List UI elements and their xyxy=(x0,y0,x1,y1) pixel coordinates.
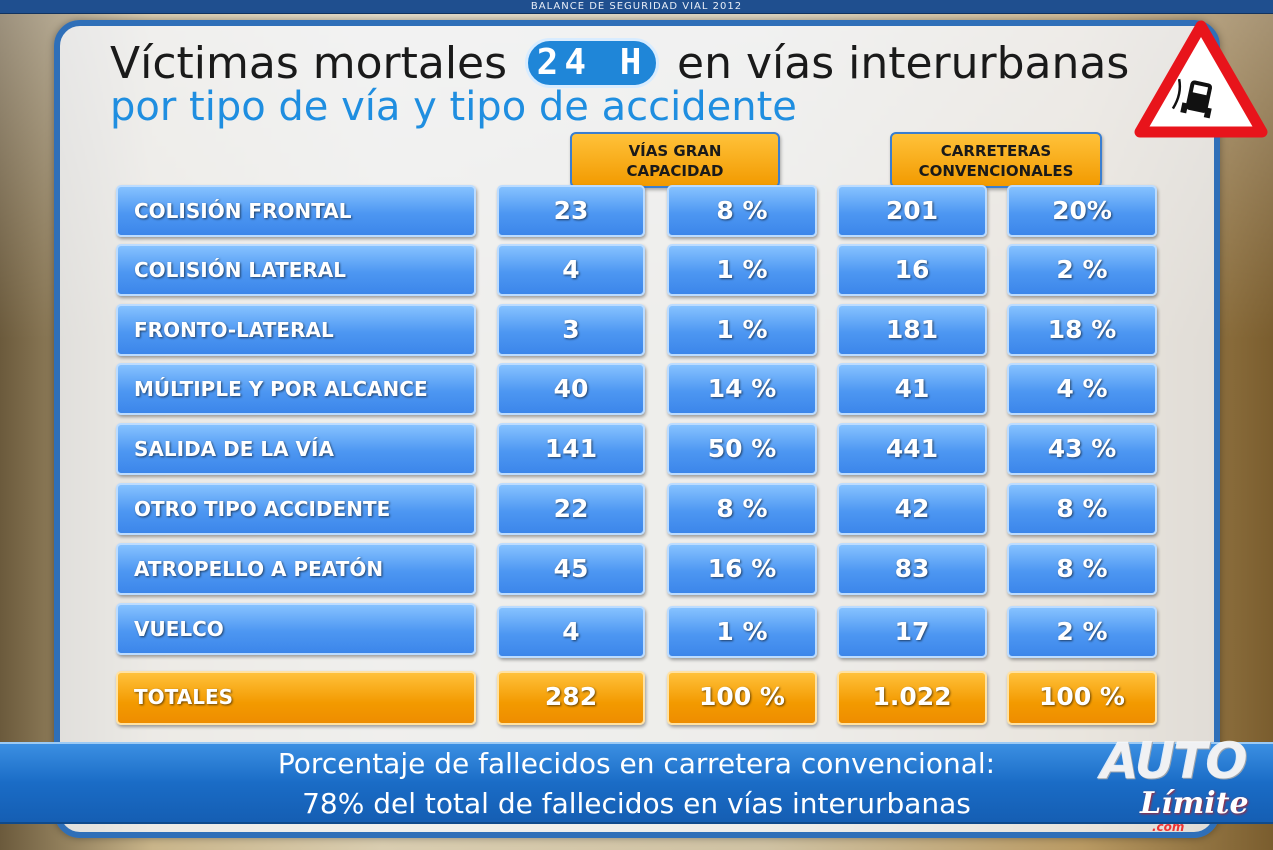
value-convencionales: 181 xyxy=(837,304,987,356)
value-gran-capacidad: 22 xyxy=(497,483,645,535)
slide-title: Víctimas mortales 24 H en vías interurba… xyxy=(110,36,1129,90)
row-label: COLISIÓN LATERAL xyxy=(116,244,476,296)
value-convencionales: 42 xyxy=(837,483,987,535)
total-gran-capacidad: 282 xyxy=(497,671,645,725)
percent-convencionales: 43 % xyxy=(1007,423,1157,475)
header-line2: CONVENCIONALES xyxy=(918,162,1074,180)
percent-convencionales: 8 % xyxy=(1007,483,1157,535)
totals-label: TOTALES xyxy=(116,671,476,725)
row-label: SALIDA DE LA VÍA xyxy=(116,423,476,475)
header-line1: CARRETERAS xyxy=(940,142,1052,160)
percent-convencionales: 20% xyxy=(1007,185,1157,237)
percent-convencionales: 18 % xyxy=(1007,304,1157,356)
header-carreteras-convencionales: CARRETERAS CONVENCIONALES xyxy=(890,132,1102,188)
header-line1: VÍAS GRAN xyxy=(628,142,722,160)
value-convencionales: 441 xyxy=(837,423,987,475)
logo-word1: AUTO xyxy=(1100,732,1248,790)
value-gran-capacidad: 3 xyxy=(497,304,645,356)
title-text-before: Víctimas mortales xyxy=(110,37,508,89)
footer-line1: Porcentaje de fallecidos en carretera co… xyxy=(277,747,996,780)
value-convencionales: 41 xyxy=(837,363,987,415)
footer-line2: 78% del total de fallecidos en vías inte… xyxy=(302,787,971,820)
value-gran-capacidad: 23 xyxy=(497,185,645,237)
percent-gran-capacidad: 50 % xyxy=(667,423,817,475)
row-label: MÚLTIPLE Y POR ALCANCE xyxy=(116,363,476,415)
row-label: COLISIÓN FRONTAL xyxy=(116,185,476,237)
logo-word2: Límite xyxy=(1140,786,1249,821)
header-line2: CAPACIDAD xyxy=(626,162,724,180)
value-gran-capacidad: 4 xyxy=(497,606,645,658)
autolimite-logo: AUTO Límite .com xyxy=(1100,728,1260,838)
presentation-header-bar: BALANCE DE SEGURIDAD VIAL 2012 xyxy=(0,0,1273,14)
value-gran-capacidad: 4 xyxy=(497,244,645,296)
total-percent-gran-capacidad: 100 % xyxy=(667,671,817,725)
percent-convencionales: 4 % xyxy=(1007,363,1157,415)
value-gran-capacidad: 141 xyxy=(497,423,645,475)
percent-gran-capacidad: 14 % xyxy=(667,363,817,415)
percent-gran-capacidad: 1 % xyxy=(667,606,817,658)
row-label: VUELCO xyxy=(116,603,476,655)
header-text: BALANCE DE SEGURIDAD VIAL 2012 xyxy=(530,1,743,12)
value-convencionales: 83 xyxy=(837,543,987,595)
percent-convencionales: 8 % xyxy=(1007,543,1157,595)
value-convencionales: 201 xyxy=(837,185,987,237)
value-gran-capacidad: 40 xyxy=(497,363,645,415)
slide-subtitle: por tipo de vía y tipo de accidente xyxy=(110,84,797,130)
percent-gran-capacidad: 8 % xyxy=(667,185,817,237)
24h-badge: 24 H xyxy=(525,38,660,88)
value-convencionales: 16 xyxy=(837,244,987,296)
header-vias-gran-capacidad: VÍAS GRAN CAPACIDAD xyxy=(570,132,780,188)
value-convencionales: 17 xyxy=(837,606,987,658)
percent-convencionales: 2 % xyxy=(1007,244,1157,296)
logo-suffix: .com xyxy=(1152,820,1185,834)
value-gran-capacidad: 45 xyxy=(497,543,645,595)
row-label: OTRO TIPO ACCIDENTE xyxy=(116,483,476,535)
warning-sign-icon xyxy=(1134,20,1268,138)
percent-gran-capacidad: 1 % xyxy=(667,304,817,356)
percent-gran-capacidad: 1 % xyxy=(667,244,817,296)
percent-gran-capacidad: 8 % xyxy=(667,483,817,535)
row-label: FRONTO-LATERAL xyxy=(116,304,476,356)
total-convencionales: 1.022 xyxy=(837,671,987,725)
percent-gran-capacidad: 16 % xyxy=(667,543,817,595)
car-skid-icon xyxy=(1171,78,1213,119)
total-percent-convencionales: 100 % xyxy=(1007,671,1157,725)
title-text-after: en vías interurbanas xyxy=(677,37,1130,89)
row-label: ATROPELLO A PEATÓN xyxy=(116,543,476,595)
percent-convencionales: 2 % xyxy=(1007,606,1157,658)
footer-banner: Porcentaje de fallecidos en carretera co… xyxy=(0,742,1273,824)
